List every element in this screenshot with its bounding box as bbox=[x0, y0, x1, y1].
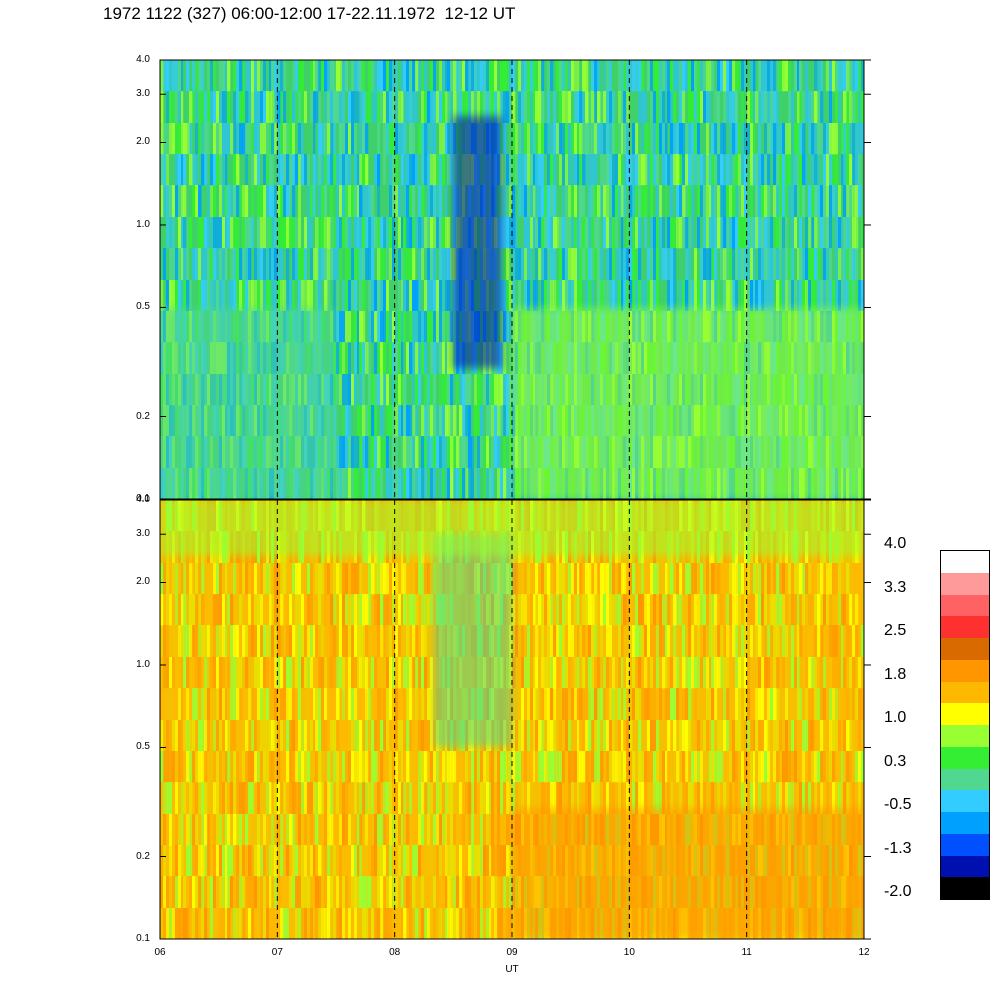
colorbar-segment bbox=[941, 812, 989, 834]
x-tick-label: 09 bbox=[506, 947, 518, 958]
y-tick-label: 1.0 bbox=[136, 658, 150, 670]
y-tick-label: 3.0 bbox=[136, 528, 150, 540]
colorbar-segment bbox=[941, 746, 989, 769]
y-tick-label: 3.0 bbox=[136, 88, 150, 100]
y-tick-label: 1.0 bbox=[136, 218, 150, 230]
y-tick-label: 4.0 bbox=[136, 494, 150, 505]
colorbar-segment bbox=[941, 855, 989, 878]
colorbar-segment bbox=[941, 790, 989, 812]
feature-region bbox=[433, 534, 512, 748]
y-tick-label: 0.5 bbox=[136, 741, 150, 753]
x-tick-label: 08 bbox=[389, 947, 401, 958]
y-tick-label: 0.2 bbox=[136, 850, 150, 862]
colorbar-label: -1.3 bbox=[884, 839, 912, 857]
x-tick-label: 10 bbox=[623, 947, 635, 958]
colorbar-segment bbox=[941, 594, 989, 617]
colorbar-segment bbox=[941, 659, 989, 682]
colorbar-segment bbox=[941, 616, 989, 638]
x-tick-label: 06 bbox=[154, 947, 166, 958]
x-tick-label: 11 bbox=[741, 947, 752, 958]
x-tick-label: 07 bbox=[271, 947, 283, 958]
feature-region bbox=[512, 808, 864, 939]
y-tick-label: 2.0 bbox=[136, 576, 150, 588]
colorbar-segment bbox=[941, 768, 989, 791]
colorbar-label: 3.3 bbox=[884, 578, 907, 596]
colorbar-label: 1.0 bbox=[884, 709, 907, 726]
y-tick-label: 0.1 bbox=[136, 933, 150, 944]
colorbar-segment bbox=[941, 681, 989, 704]
y-tick-label: 4.0 bbox=[136, 54, 150, 65]
feature-region bbox=[453, 115, 503, 369]
top-spectrogram-panel bbox=[160, 60, 864, 499]
colorbar-label: 0.3 bbox=[884, 752, 907, 770]
y-tick-label: 0.1 bbox=[136, 493, 150, 504]
colorbar-segment bbox=[941, 833, 989, 856]
colorbar-segment bbox=[941, 551, 989, 573]
colorbar-segment bbox=[941, 703, 989, 725]
chart-title: 1972 1122 (327) 06:00-12:00 17-22.11.197… bbox=[103, 4, 516, 23]
colorbar-segment bbox=[941, 877, 989, 899]
colorbar-label: 1.8 bbox=[884, 665, 907, 683]
y-tick-label: 2.0 bbox=[136, 136, 150, 148]
colorbar-label: 4.0 bbox=[884, 535, 907, 552]
colorbar-label: -0.5 bbox=[884, 796, 912, 813]
y-tick-label: 0.5 bbox=[136, 301, 150, 313]
feature-region bbox=[160, 307, 336, 499]
x-axis-title: UT bbox=[505, 964, 519, 975]
colorbar-label: 2.5 bbox=[884, 622, 907, 639]
colorbar-segment bbox=[941, 725, 989, 747]
colorbar bbox=[940, 550, 990, 900]
feature-region bbox=[512, 307, 864, 499]
colorbar-label: -2.0 bbox=[884, 883, 912, 900]
y-tick-label: 0.2 bbox=[136, 410, 150, 422]
x-tick-label: 12 bbox=[858, 947, 870, 958]
colorbar-segment bbox=[941, 572, 989, 595]
feature-region bbox=[160, 500, 864, 556]
bottom-spectrogram-panel bbox=[160, 500, 864, 939]
colorbar-segment bbox=[941, 638, 989, 660]
